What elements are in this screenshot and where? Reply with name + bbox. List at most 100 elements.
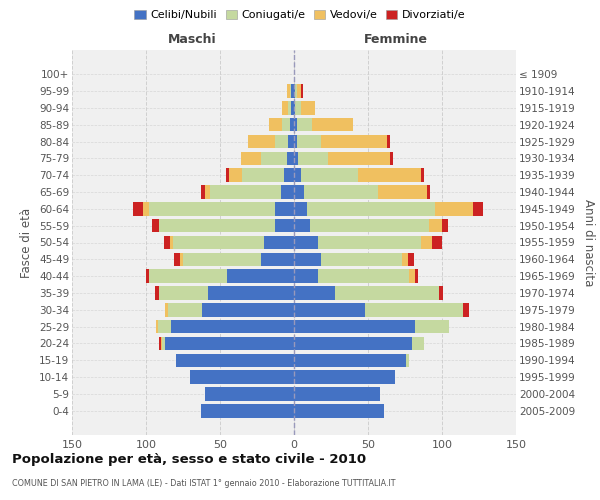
Bar bbox=[202, 303, 294, 316]
Bar bbox=[183, 252, 262, 266]
Bar bbox=[365, 303, 463, 316]
Bar bbox=[307, 202, 434, 215]
Bar bbox=[295, 84, 297, 98]
Bar bbox=[304, 186, 379, 198]
Bar bbox=[282, 118, 290, 132]
Bar bbox=[294, 236, 317, 249]
Bar bbox=[152, 219, 160, 232]
Bar bbox=[205, 387, 294, 400]
Bar bbox=[294, 118, 297, 132]
Bar bbox=[434, 202, 473, 215]
Bar bbox=[320, 252, 402, 266]
Bar bbox=[415, 270, 418, 283]
Bar bbox=[229, 168, 242, 182]
Bar bbox=[275, 202, 294, 215]
Bar bbox=[387, 135, 390, 148]
Bar bbox=[161, 336, 162, 350]
Bar bbox=[158, 320, 171, 334]
Bar bbox=[284, 168, 294, 182]
Bar bbox=[297, 84, 301, 98]
Bar bbox=[301, 168, 358, 182]
Bar bbox=[431, 236, 442, 249]
Bar bbox=[294, 168, 301, 182]
Bar bbox=[201, 404, 294, 417]
Bar bbox=[291, 84, 294, 98]
Bar bbox=[294, 186, 304, 198]
Bar bbox=[262, 252, 294, 266]
Bar bbox=[143, 202, 149, 215]
Bar bbox=[226, 168, 229, 182]
Bar bbox=[294, 354, 406, 367]
Bar bbox=[379, 186, 427, 198]
Bar bbox=[408, 252, 414, 266]
Bar bbox=[242, 168, 284, 182]
Bar bbox=[205, 186, 209, 198]
Bar bbox=[227, 270, 294, 283]
Bar bbox=[294, 286, 335, 300]
Bar bbox=[291, 101, 294, 114]
Bar bbox=[297, 118, 312, 132]
Bar bbox=[241, 152, 262, 165]
Bar bbox=[168, 303, 202, 316]
Bar bbox=[288, 101, 291, 114]
Bar bbox=[294, 101, 295, 114]
Bar bbox=[170, 236, 173, 249]
Bar bbox=[473, 202, 484, 215]
Bar bbox=[402, 252, 408, 266]
Bar bbox=[294, 387, 380, 400]
Bar bbox=[160, 286, 208, 300]
Text: Femmine: Femmine bbox=[364, 33, 428, 46]
Bar bbox=[294, 135, 297, 148]
Bar bbox=[294, 336, 412, 350]
Bar bbox=[287, 152, 294, 165]
Bar bbox=[320, 135, 387, 148]
Bar bbox=[428, 219, 442, 232]
Bar bbox=[275, 219, 294, 232]
Bar bbox=[328, 152, 390, 165]
Bar bbox=[265, 236, 294, 249]
Bar bbox=[290, 84, 291, 98]
Bar bbox=[287, 84, 290, 98]
Bar bbox=[208, 286, 294, 300]
Text: COMUNE DI SAN PIETRO IN LAMA (LE) - Dati ISTAT 1° gennaio 2010 - Elaborazione TU: COMUNE DI SAN PIETRO IN LAMA (LE) - Dati… bbox=[12, 479, 395, 488]
Bar bbox=[312, 118, 353, 132]
Bar bbox=[301, 84, 303, 98]
Bar bbox=[415, 320, 449, 334]
Bar bbox=[294, 303, 365, 316]
Bar bbox=[281, 186, 294, 198]
Bar bbox=[294, 84, 295, 98]
Bar bbox=[262, 152, 287, 165]
Bar bbox=[427, 186, 430, 198]
Bar bbox=[295, 101, 301, 114]
Bar bbox=[201, 186, 205, 198]
Bar bbox=[412, 336, 424, 350]
Bar bbox=[406, 354, 409, 367]
Bar bbox=[317, 236, 421, 249]
Bar bbox=[439, 286, 443, 300]
Bar bbox=[298, 152, 328, 165]
Bar bbox=[164, 236, 170, 249]
Bar bbox=[294, 202, 307, 215]
Bar bbox=[282, 101, 288, 114]
Bar bbox=[174, 252, 180, 266]
Bar bbox=[290, 118, 294, 132]
Bar bbox=[209, 186, 281, 198]
Bar bbox=[165, 336, 294, 350]
Text: Maschi: Maschi bbox=[167, 33, 216, 46]
Bar bbox=[294, 320, 415, 334]
Bar bbox=[171, 320, 294, 334]
Bar bbox=[269, 118, 282, 132]
Bar bbox=[301, 101, 315, 114]
Bar bbox=[358, 168, 421, 182]
Bar bbox=[275, 135, 288, 148]
Bar bbox=[176, 354, 294, 367]
Bar bbox=[149, 270, 227, 283]
Bar bbox=[180, 252, 183, 266]
Bar bbox=[155, 286, 160, 300]
Bar bbox=[294, 219, 310, 232]
Bar bbox=[317, 270, 409, 283]
Bar bbox=[390, 152, 393, 165]
Bar bbox=[149, 202, 275, 215]
Bar bbox=[165, 303, 168, 316]
Bar bbox=[335, 286, 439, 300]
